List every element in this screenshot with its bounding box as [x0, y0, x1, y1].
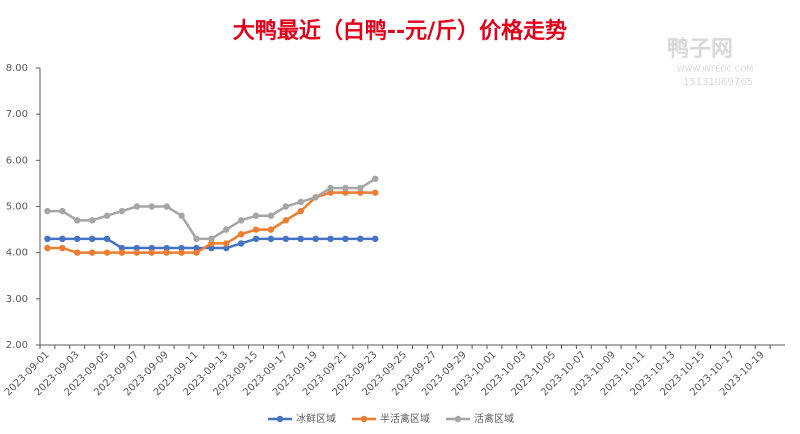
point	[297, 198, 304, 206]
point	[88, 235, 96, 243]
point	[178, 212, 185, 219]
point	[103, 249, 111, 256]
point	[357, 184, 364, 192]
point	[357, 235, 364, 243]
point	[342, 189, 349, 196]
point	[193, 249, 200, 256]
point	[178, 249, 185, 256]
point	[118, 244, 126, 252]
point	[59, 207, 66, 215]
watermark-name: 鸭子网	[667, 36, 733, 62]
point	[74, 235, 81, 243]
point	[44, 235, 51, 243]
point	[237, 231, 245, 238]
point	[297, 207, 304, 215]
point	[342, 184, 349, 192]
point	[163, 203, 170, 210]
point	[372, 189, 379, 196]
point	[267, 226, 275, 233]
point	[148, 203, 155, 210]
point	[282, 203, 290, 210]
point	[327, 189, 334, 196]
point	[252, 226, 260, 233]
point	[59, 244, 66, 252]
y-tick-label: 4.00	[6, 248, 28, 259]
point	[178, 244, 185, 252]
point	[208, 235, 215, 243]
point	[74, 249, 81, 256]
point	[148, 249, 155, 256]
point	[118, 207, 126, 215]
y-tick-label: 6.00	[6, 155, 28, 166]
legend-marker	[276, 415, 284, 423]
point	[163, 244, 170, 252]
point	[327, 235, 334, 243]
point	[342, 235, 349, 243]
legend-marker	[360, 415, 368, 423]
point	[312, 235, 319, 243]
point	[223, 244, 230, 252]
point	[223, 240, 230, 247]
point	[223, 226, 230, 233]
y-tick-label: 8.00	[6, 63, 28, 74]
y-tick-label: 7.00	[6, 109, 28, 120]
point	[133, 249, 141, 256]
y-tick-label: 3.00	[6, 294, 28, 305]
point	[208, 240, 215, 247]
point	[237, 240, 245, 247]
watermark-phone: 15131069765	[683, 77, 753, 88]
point	[372, 235, 379, 243]
point	[133, 244, 141, 252]
point	[74, 217, 81, 224]
point	[163, 249, 170, 256]
point	[327, 184, 334, 192]
point	[59, 235, 66, 243]
legend-label: 半活禽区域	[380, 412, 430, 425]
legend-label: 活禽区域	[474, 412, 514, 425]
point	[133, 203, 141, 210]
point	[208, 244, 215, 252]
series-line	[47, 177, 376, 241]
point	[267, 235, 275, 243]
point	[282, 235, 290, 243]
point	[372, 175, 379, 182]
point	[44, 244, 51, 252]
legend-label: 冰鲜区域	[296, 412, 336, 425]
point	[88, 217, 96, 224]
watermark-url: WWW.INTEDC.COM	[677, 65, 754, 74]
point	[118, 249, 126, 256]
point	[193, 244, 200, 252]
point	[357, 189, 364, 196]
point	[103, 235, 111, 243]
point	[252, 235, 260, 243]
point	[88, 249, 96, 256]
y-tick-label: 2.00	[6, 340, 28, 351]
point	[297, 235, 304, 243]
point	[312, 194, 319, 201]
point	[44, 207, 51, 215]
point	[103, 212, 111, 219]
point	[237, 217, 245, 224]
legend-marker	[454, 415, 462, 423]
y-tick-label: 5.00	[6, 202, 28, 213]
point	[148, 244, 155, 252]
point	[252, 212, 260, 219]
point	[193, 235, 200, 243]
chart-title: 大鸭最近（白鸭--元/斤）价格走势	[233, 18, 567, 44]
point	[267, 212, 275, 219]
point	[282, 217, 290, 224]
